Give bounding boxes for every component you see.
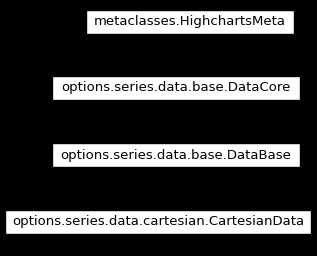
Bar <box>86 10 294 34</box>
Bar <box>5 210 311 234</box>
Text: metaclasses.HighchartsMeta: metaclasses.HighchartsMeta <box>94 16 286 28</box>
Bar <box>52 143 300 167</box>
Bar <box>52 76 300 100</box>
Text: options.series.data.base.DataBase: options.series.data.base.DataBase <box>61 148 291 162</box>
Text: options.series.data.base.DataCore: options.series.data.base.DataCore <box>61 81 291 94</box>
Text: options.series.data.cartesian.CartesianData: options.series.data.cartesian.CartesianD… <box>12 216 304 229</box>
